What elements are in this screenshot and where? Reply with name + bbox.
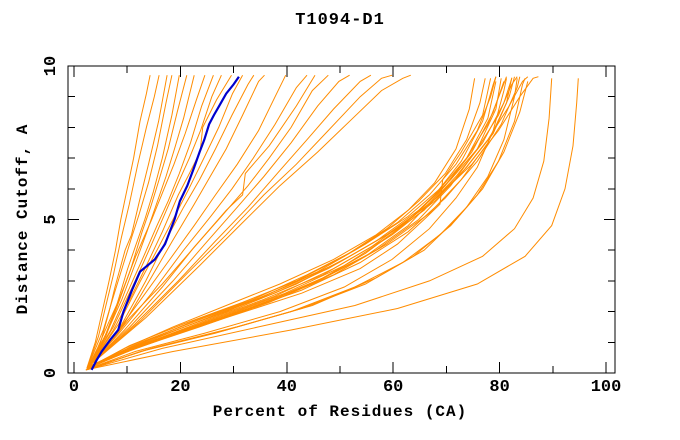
model-curve xyxy=(86,75,151,369)
model-curve xyxy=(87,78,486,369)
model-curve xyxy=(90,74,265,365)
highlighted-model-curve xyxy=(90,76,240,371)
model-curve xyxy=(86,75,160,369)
model-curve xyxy=(88,74,308,368)
model-curve xyxy=(88,76,539,368)
x-tick-label: 60 xyxy=(383,378,403,397)
model-curve xyxy=(86,78,553,371)
model-curve xyxy=(86,81,497,369)
model-curve xyxy=(87,76,521,368)
model-curve xyxy=(89,74,372,366)
model-curve xyxy=(86,78,507,370)
model-curve xyxy=(87,78,513,369)
x-tick-label: 40 xyxy=(277,378,297,397)
model-curve xyxy=(87,75,168,369)
x-axis-label: Percent of Residues (CA) xyxy=(212,403,468,421)
model-curve xyxy=(87,75,173,368)
x-tick-label: 0 xyxy=(69,378,79,397)
x-tick-label: 100 xyxy=(591,378,622,397)
model-curve xyxy=(86,75,206,369)
model-curve xyxy=(86,74,316,369)
model-curve xyxy=(88,75,195,368)
x-tick-label: 20 xyxy=(170,378,190,397)
y-tick-label: 0 xyxy=(42,368,61,378)
model-curve xyxy=(86,78,476,369)
x-tick-label: 80 xyxy=(489,378,509,397)
model-curve xyxy=(89,74,350,366)
model-curve xyxy=(88,75,214,368)
model-curve xyxy=(89,74,222,366)
model-curve xyxy=(85,78,579,371)
model-curve xyxy=(89,74,393,366)
model-curve xyxy=(90,74,255,366)
model-curve xyxy=(87,74,287,368)
model-curve xyxy=(90,74,244,366)
model-curve xyxy=(87,76,497,369)
model-curve xyxy=(89,74,411,366)
chart-title: T1094-D1 xyxy=(295,11,385,30)
model-curve xyxy=(87,75,180,368)
y-tick-label: 10 xyxy=(42,56,61,76)
model-curve xyxy=(88,76,529,368)
y-tick-label: 5 xyxy=(42,214,61,224)
model-curve xyxy=(87,77,513,369)
model-curve xyxy=(88,74,329,368)
model-curve xyxy=(87,76,515,369)
model-curve xyxy=(88,75,188,368)
model-curve xyxy=(86,81,529,370)
